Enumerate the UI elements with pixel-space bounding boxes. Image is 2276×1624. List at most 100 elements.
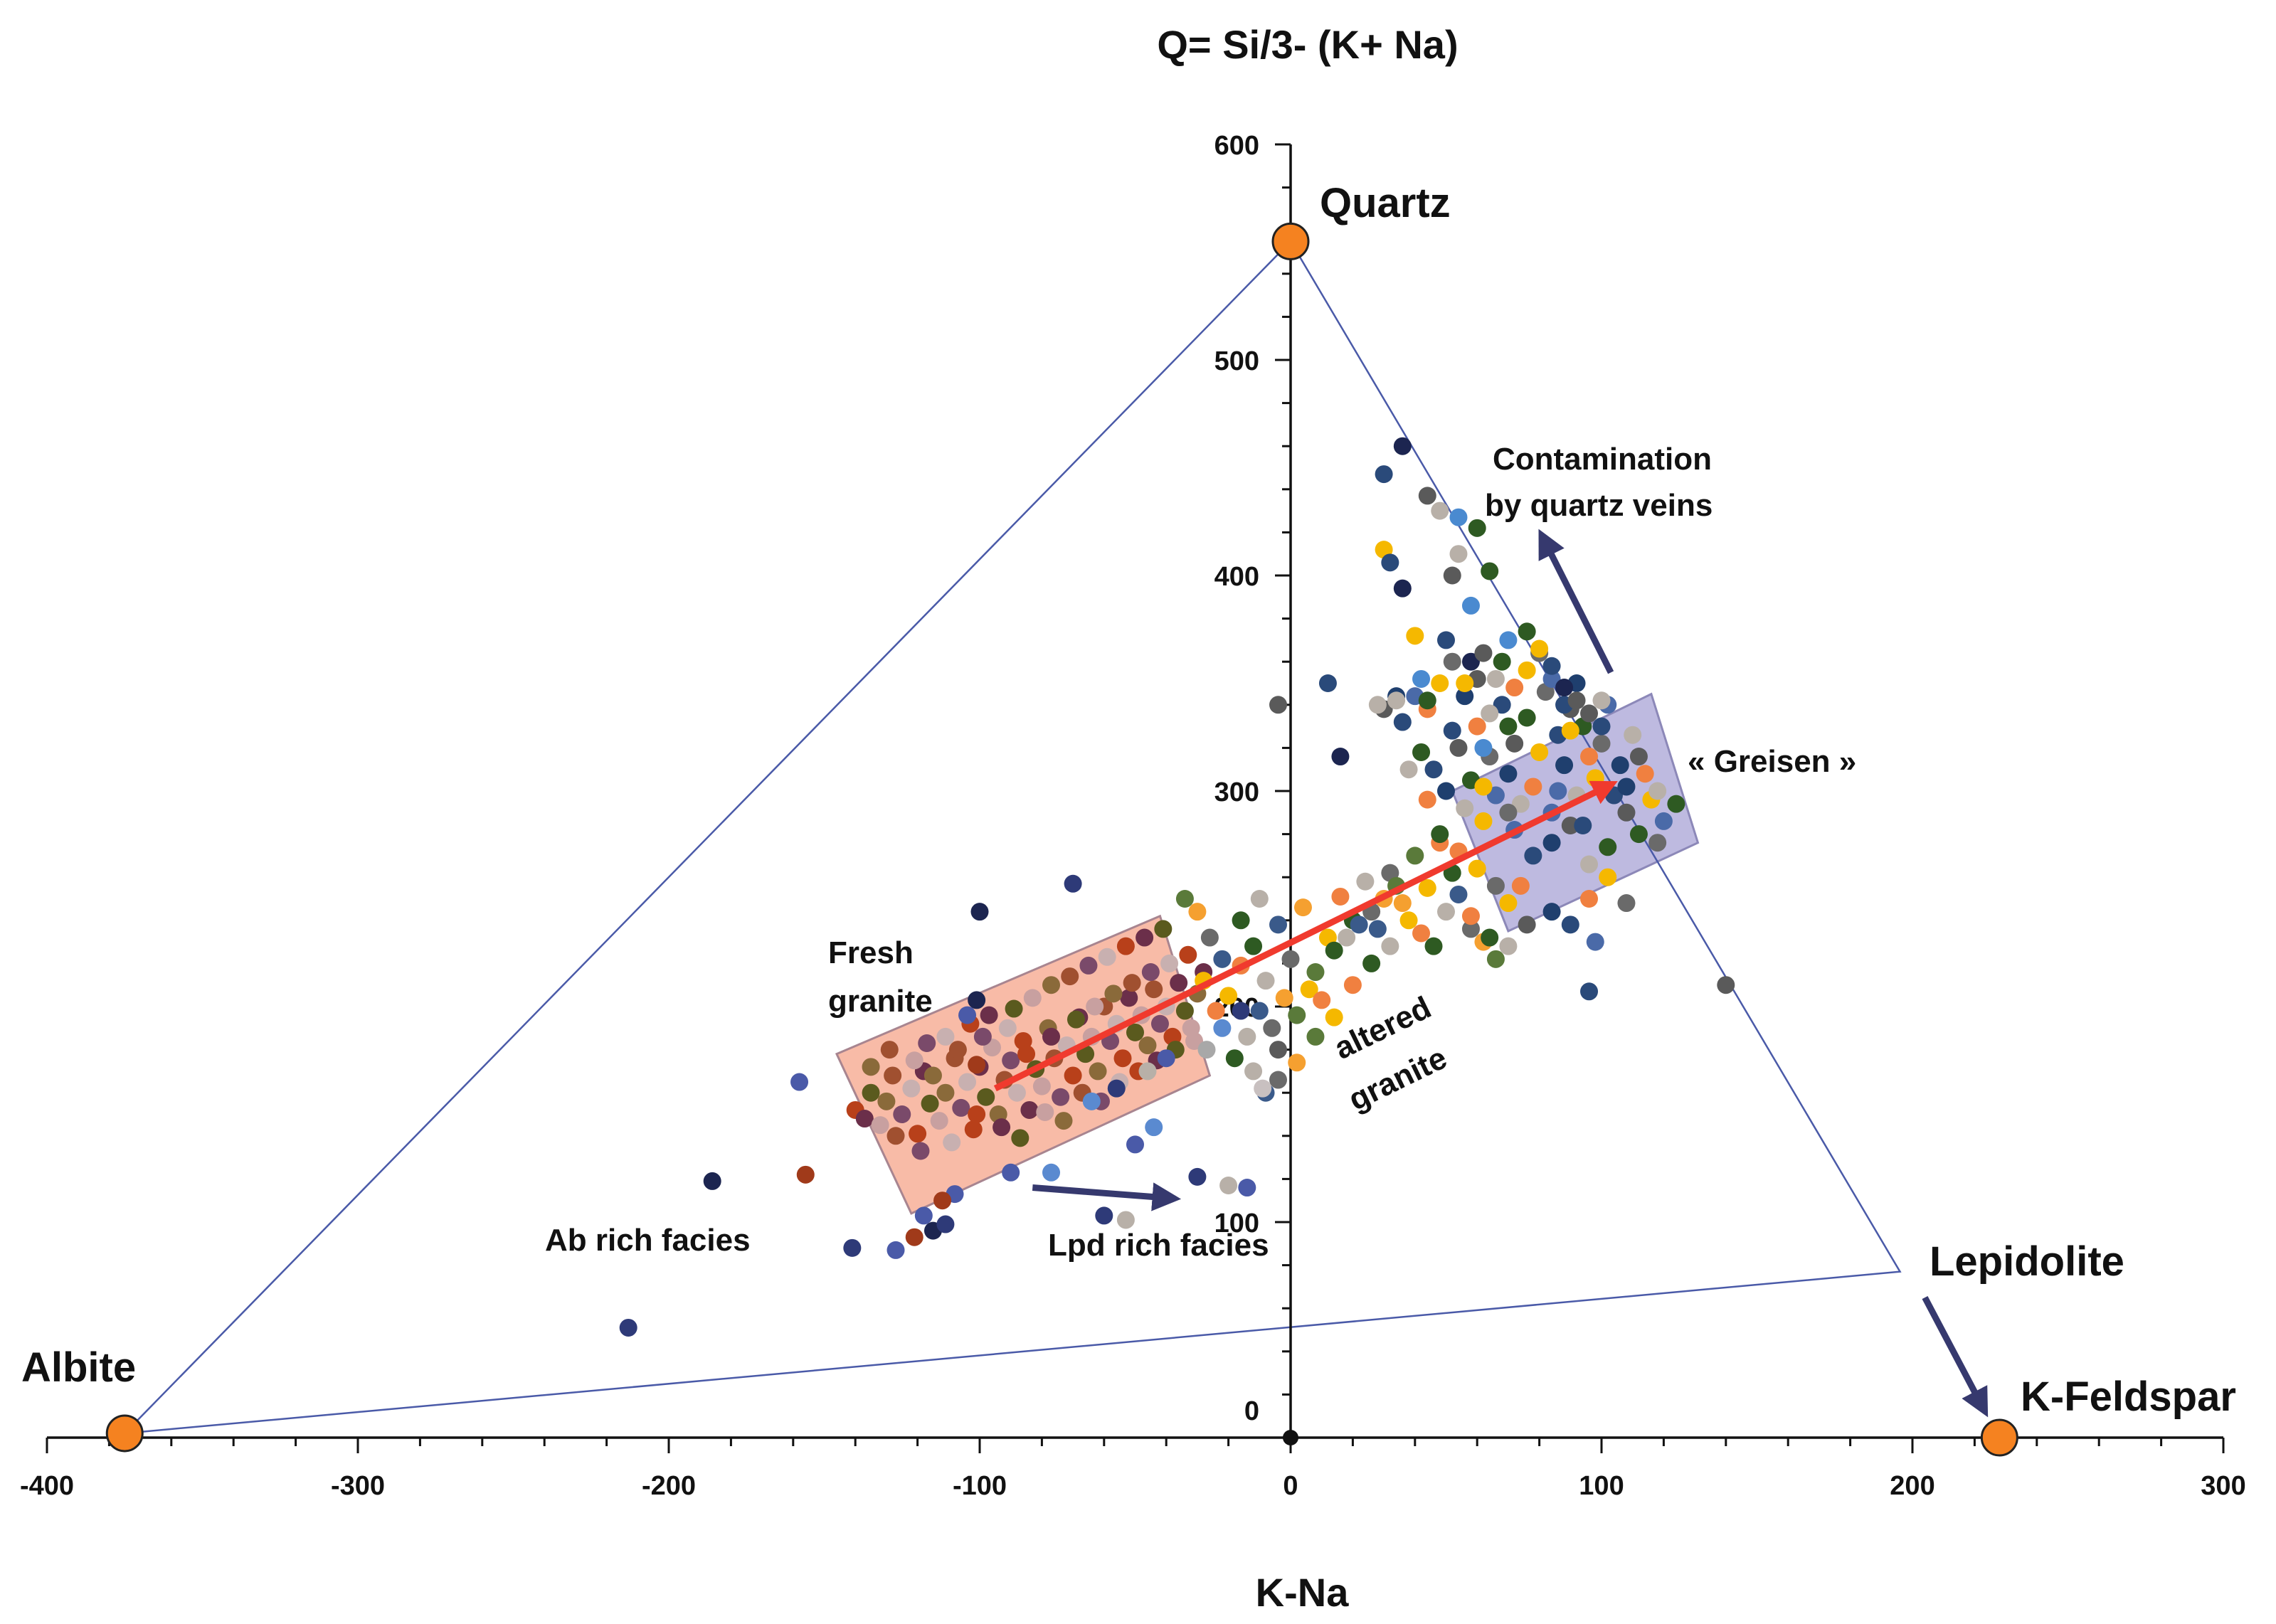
altered-granite-samples-point — [1200, 928, 1219, 947]
ab-rich-facies-point — [933, 1192, 952, 1210]
greisen-samples-point — [1648, 782, 1667, 800]
fresh-granite-samples-point — [886, 1127, 905, 1145]
altered-granite-samples-point — [1381, 937, 1399, 955]
fresh-granite-samples-point — [1042, 1027, 1061, 1046]
quartz-vein-contaminated-samples-point — [1499, 717, 1518, 736]
fresh-granite-samples-point — [1086, 997, 1104, 1016]
greisen-samples-point — [1580, 748, 1599, 766]
ab-rich-facies-point — [905, 1228, 923, 1246]
greisen-samples-point — [1412, 743, 1431, 761]
altered-granite-samples-point — [1437, 903, 1455, 921]
greisen-samples-point — [1629, 748, 1648, 766]
ab-rich-facies-point — [796, 1165, 815, 1184]
outlier-samples-point — [1717, 976, 1735, 994]
quartz-vein-contaminated-samples-point — [1499, 631, 1518, 649]
greisen-samples-point — [1468, 859, 1486, 878]
y-tick-label: 400 — [1214, 562, 1259, 592]
x-tick-label: 0 — [1283, 1471, 1298, 1501]
greisen-samples-point — [1481, 928, 1499, 947]
annotation-fresh: Fresh — [828, 935, 914, 970]
x-tick-label: -100 — [953, 1471, 1007, 1501]
fresh-granite-samples-point — [1017, 1045, 1036, 1063]
greisen-samples-point — [1499, 937, 1518, 955]
altered-granite-samples-point — [1338, 928, 1356, 947]
altered-granite-samples-point — [1207, 1002, 1225, 1020]
greisen-samples-point — [1629, 825, 1648, 844]
fresh-granite-samples-point — [952, 1098, 970, 1117]
annotation-by-quartz-veins: by quartz veins — [1485, 488, 1713, 523]
greisen-samples-point — [1542, 903, 1561, 921]
annotation-granite: granite — [828, 984, 933, 1019]
fresh-granite-samples-point — [1032, 1077, 1051, 1095]
altered-granite-samples-point — [1288, 1054, 1306, 1072]
altered-granite-samples-point — [1343, 976, 1362, 994]
quartz-vein-contaminated-samples-point — [1461, 596, 1480, 615]
greisen-samples-point — [1586, 933, 1604, 951]
quartz-vein-contaminated-samples-point — [1449, 508, 1468, 526]
quartz-vein-contaminated-samples-point — [1381, 553, 1399, 572]
fresh-granite-samples-point — [1098, 948, 1116, 966]
fresh-granite-samples-point — [1011, 1129, 1030, 1147]
quartz-vein-contaminated-samples-point — [1456, 674, 1474, 692]
fresh-granite-samples-point — [1126, 1023, 1144, 1041]
greisen-samples-point — [1424, 760, 1443, 779]
fresh-granite-samples-point — [921, 1094, 939, 1113]
k-feldspar-vertex — [1980, 1418, 2018, 1457]
y-tick-label: 500 — [1214, 346, 1259, 376]
ab-rich-facies-point — [970, 903, 989, 921]
fresh-granite-samples-point — [871, 1116, 889, 1135]
quartz-vein-contaminated-samples-point — [1418, 691, 1436, 710]
lpd-rich-facies-point — [1095, 1206, 1113, 1225]
fresh-granite-samples-point — [909, 1125, 927, 1143]
quartz-vertex — [1271, 222, 1310, 260]
lpd-rich-facies-point — [1082, 1092, 1101, 1110]
y-tick-label: 300 — [1214, 777, 1259, 807]
outlier-samples-point — [958, 1006, 977, 1024]
greisen-samples-point — [1524, 777, 1542, 796]
fresh-granite-samples-point — [1113, 1049, 1132, 1068]
quartz-vein-contaminated-samples-point — [1474, 738, 1493, 757]
y-tick-label: 100 — [1214, 1209, 1259, 1238]
greisen-samples-point — [1486, 876, 1505, 895]
ab-rich-facies-point — [703, 1172, 721, 1190]
fresh-granite-samples-point — [1185, 1031, 1204, 1050]
greisen-samples-point — [1617, 894, 1636, 913]
x-tick-label: -400 — [20, 1471, 74, 1501]
altered-granite-samples-point — [1300, 980, 1318, 999]
greisen-samples-point — [1449, 738, 1468, 757]
greisen-samples-point — [1617, 777, 1636, 796]
greisen-samples-point — [1617, 803, 1636, 822]
y-axis-title: Q= Si/3- (K+ Na) — [1157, 22, 1458, 67]
annotation-ab-rich-facies: Ab rich facies — [545, 1223, 751, 1258]
greisen-samples-point — [1636, 765, 1654, 783]
lpd-rich-facies-point — [1238, 1179, 1256, 1197]
fresh-granite-samples-point — [1079, 956, 1098, 975]
x-tick-label: -300 — [331, 1471, 385, 1501]
fresh-granite-samples-point — [1002, 1051, 1020, 1070]
altered-granite-samples-point — [1263, 1019, 1281, 1037]
greisen-samples-point — [1611, 756, 1629, 775]
quartz-vein-contaminated-samples-point — [1418, 487, 1436, 505]
quartz-vein-contaminated-samples-point — [1412, 669, 1431, 688]
altered-granite-samples-point — [1412, 924, 1431, 943]
fresh-granite-samples-point — [1116, 937, 1135, 955]
greisen-samples-point — [1474, 812, 1493, 830]
quartz-vein-contaminated-samples-point — [1269, 696, 1288, 714]
quartz-vein-contamination-arrow — [1538, 529, 1614, 674]
altered-granite-samples-point — [1362, 954, 1381, 972]
fresh-granite-samples-point — [1170, 974, 1188, 992]
y-tick-label: 600 — [1214, 131, 1259, 161]
altered-granite-samples-point — [1325, 1008, 1343, 1026]
greisen-samples-point — [1654, 812, 1673, 830]
lpd-rich-facies-point — [1232, 1002, 1250, 1020]
fresh-granite-samples-point — [1007, 1083, 1026, 1102]
fresh-granite-samples-point — [943, 1133, 961, 1152]
greisen-samples-point — [1549, 782, 1567, 800]
altered-granite-samples-point — [1232, 911, 1250, 930]
fresh-granite-samples-point — [1054, 1112, 1073, 1130]
quartz-vein-contaminated-samples-point — [1393, 437, 1412, 455]
lpd-rich-facies-point — [1138, 1062, 1157, 1081]
greisen-samples-point — [1530, 743, 1549, 761]
fresh-granite-samples-point — [1061, 967, 1079, 986]
greisen-samples-point — [1493, 652, 1511, 671]
